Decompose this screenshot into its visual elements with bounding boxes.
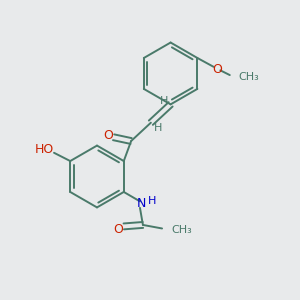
Text: HO: HO bbox=[35, 143, 54, 156]
Text: H: H bbox=[148, 196, 157, 206]
Text: CH₃: CH₃ bbox=[171, 225, 192, 235]
Text: O: O bbox=[113, 223, 123, 236]
Text: H: H bbox=[154, 123, 162, 133]
Text: N: N bbox=[137, 197, 146, 210]
Text: CH₃: CH₃ bbox=[238, 72, 260, 82]
Text: H: H bbox=[160, 96, 168, 106]
Text: O: O bbox=[212, 63, 222, 76]
Text: O: O bbox=[103, 129, 113, 142]
